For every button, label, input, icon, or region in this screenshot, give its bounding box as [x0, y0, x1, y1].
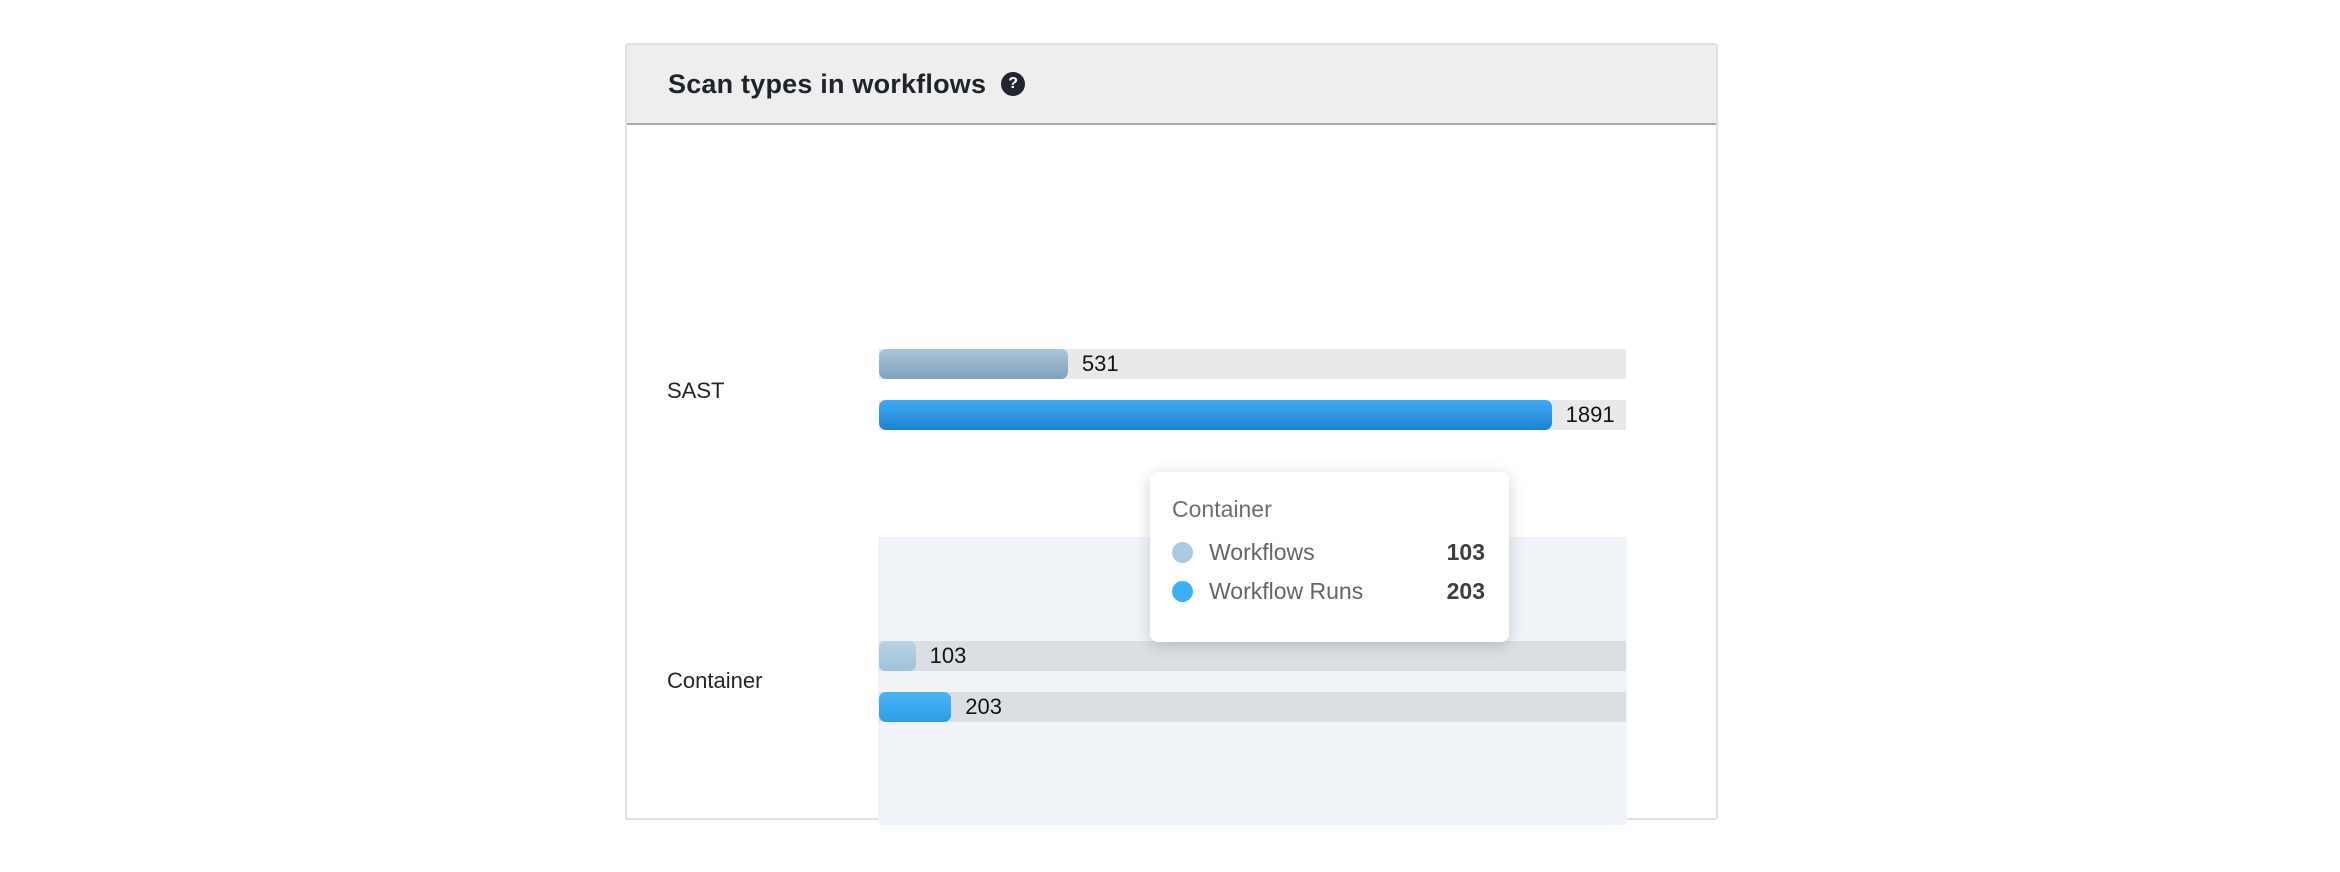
tooltip-row-workflows: Workflows 103: [1172, 539, 1485, 566]
bar-container-workflows[interactable]: [879, 641, 916, 671]
tooltip-label: Workflows: [1209, 539, 1315, 565]
bar-row-container-workflow-runs: 203: [879, 692, 1626, 722]
bar-row-sast-workflows: 531: [879, 349, 1626, 379]
workflows-dot-icon: [1172, 542, 1193, 563]
bar-value-label: 531: [1081, 351, 1119, 376]
bar-value-label: 1891: [1565, 402, 1615, 427]
workflow-runs-dot-icon: [1172, 581, 1193, 602]
tooltip-value: 103: [1446, 539, 1485, 565]
bar-value-label: 203: [965, 694, 1002, 719]
bar-sast-workflow-runs[interactable]: [879, 400, 1552, 430]
category-band-sast: SAST 531 1891: [667, 245, 1627, 537]
card-title: Scan types in workflows: [668, 68, 987, 99]
card-header: Scan types in workflows ?: [627, 45, 1716, 125]
tooltip-value: 203: [1446, 578, 1485, 604]
bar-chart: SAST 531 1891 Container 103: [627, 125, 1716, 825]
bar-track: [879, 641, 1626, 671]
tooltip-row-workflow-runs: Workflow Runs 203: [1172, 578, 1485, 605]
tooltip-title: Container: [1172, 496, 1272, 522]
bar-track: [879, 692, 1626, 722]
bar-row-sast-workflow-runs: 1891: [879, 400, 1626, 430]
chart-tooltip: Container Workflows 103 Workflow Runs 20…: [1150, 472, 1509, 642]
help-icon[interactable]: ?: [1001, 72, 1026, 96]
bar-value-label: 103: [929, 643, 967, 668]
axis-label-container: Container: [667, 668, 763, 693]
tooltip-label: Workflow Runs: [1209, 578, 1364, 604]
bar-container-workflow-runs[interactable]: [879, 692, 952, 722]
axis-label-sast: SAST: [667, 378, 725, 403]
bar-row-container-workflows: 103: [879, 641, 1626, 671]
bar-sast-workflows[interactable]: [879, 349, 1068, 379]
scan-types-card: Scan types in workflows ? SAST 531 1891: [625, 43, 1718, 825]
